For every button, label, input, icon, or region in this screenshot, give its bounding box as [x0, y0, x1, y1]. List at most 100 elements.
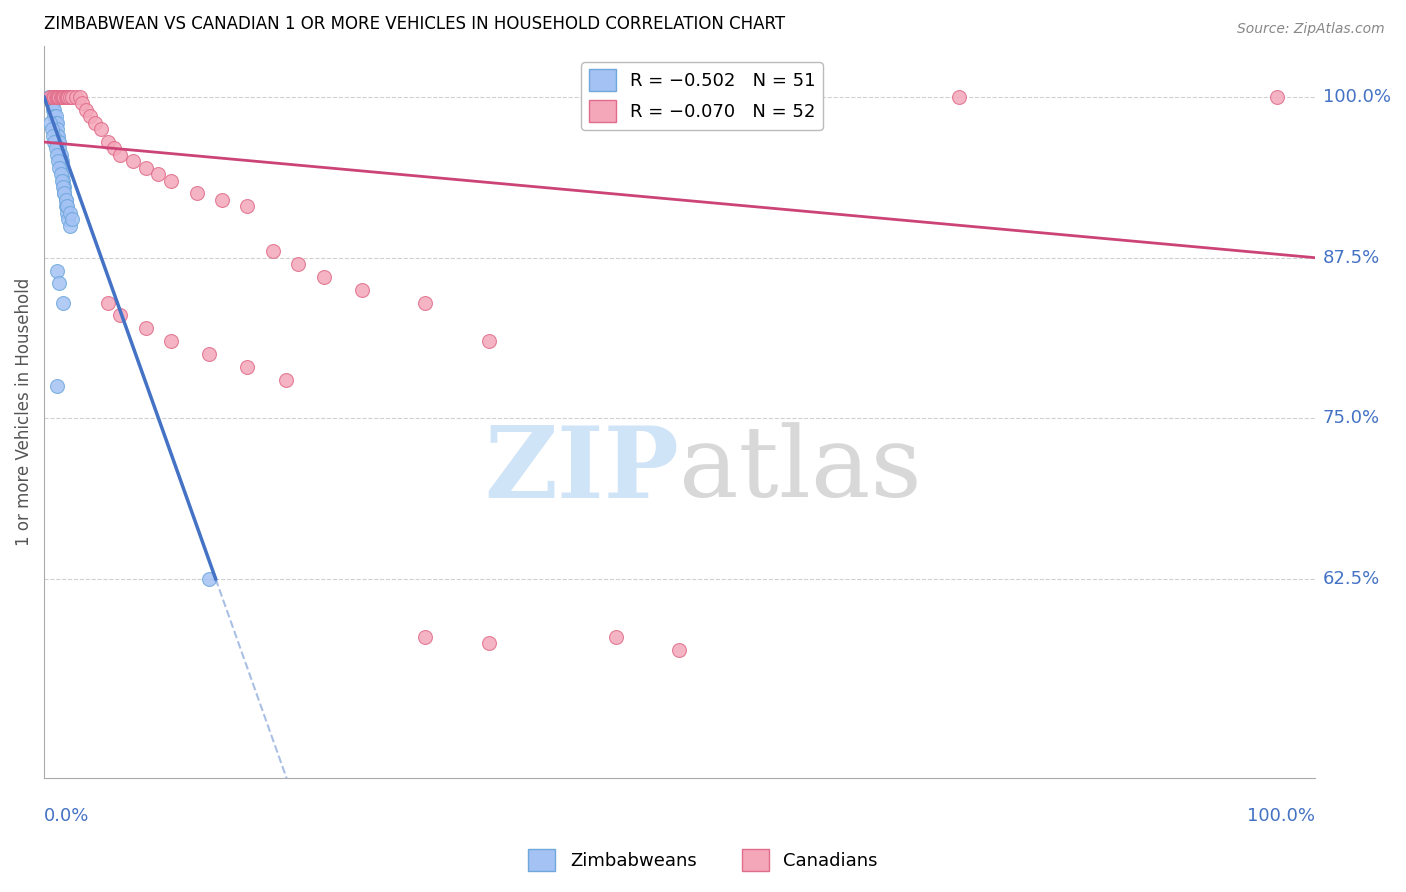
Point: [53, 186, 76, 201]
Point: [41, 90, 63, 104]
Text: 87.5%: 87.5%: [1323, 249, 1381, 267]
Point: [45, 379, 67, 393]
Point: [79, 109, 101, 123]
Point: [65, 90, 87, 104]
Legend: Zimbabweans, Canadians: Zimbabweans, Canadians: [522, 842, 884, 879]
Point: [478, 334, 501, 348]
Point: [55, 193, 77, 207]
Text: 62.5%: 62.5%: [1323, 570, 1381, 588]
Point: [198, 572, 221, 586]
Point: [39, 90, 62, 104]
Point: [58, 90, 80, 104]
Point: [53, 186, 76, 201]
Point: [42, 128, 65, 143]
Point: [48, 277, 70, 291]
Point: [45, 116, 67, 130]
Point: [56, 205, 79, 219]
Point: [274, 373, 297, 387]
Point: [53, 90, 76, 104]
Point: [46, 135, 69, 149]
Point: [55, 90, 77, 104]
Point: [55, 199, 77, 213]
Point: [45, 90, 67, 104]
Point: [1265, 90, 1288, 104]
Point: [186, 186, 208, 201]
Point: [48, 90, 70, 104]
Point: [478, 636, 501, 650]
Legend: R = −0.502   N = 51, R = −0.070   N = 52: R = −0.502 N = 51, R = −0.070 N = 52: [581, 62, 823, 129]
Point: [51, 173, 73, 187]
Point: [236, 359, 259, 374]
Point: [287, 257, 309, 271]
Point: [48, 161, 70, 175]
Point: [45, 122, 67, 136]
Point: [52, 173, 75, 187]
Point: [312, 269, 335, 284]
Point: [46, 90, 69, 104]
Point: [52, 295, 75, 310]
Point: [49, 148, 72, 162]
Point: [45, 90, 67, 104]
Point: [211, 193, 233, 207]
Point: [84, 116, 107, 130]
Point: [110, 309, 132, 323]
Point: [49, 167, 72, 181]
Point: [69, 90, 91, 104]
Text: 0.0%: 0.0%: [44, 807, 90, 825]
Point: [122, 154, 145, 169]
Point: [110, 148, 132, 162]
Point: [46, 154, 69, 169]
Point: [44, 135, 66, 149]
Point: [135, 321, 157, 335]
Text: ZIP: ZIP: [485, 422, 679, 519]
Point: [44, 103, 66, 117]
Point: [668, 642, 690, 657]
Point: [58, 212, 80, 227]
Point: [60, 90, 83, 104]
Point: [46, 128, 69, 143]
Point: [198, 347, 221, 361]
Point: [52, 90, 75, 104]
Point: [58, 90, 80, 104]
Point: [42, 96, 65, 111]
Text: ZIMBABWEAN VS CANADIAN 1 OR MORE VEHICLES IN HOUSEHOLD CORRELATION CHART: ZIMBABWEAN VS CANADIAN 1 OR MORE VEHICLE…: [44, 15, 785, 33]
Point: [58, 205, 80, 219]
Point: [45, 148, 67, 162]
Point: [160, 173, 183, 187]
Point: [350, 283, 373, 297]
Point: [49, 154, 72, 169]
Point: [53, 180, 76, 194]
Point: [45, 141, 67, 155]
Point: [75, 103, 97, 117]
Point: [148, 167, 170, 181]
Text: atlas: atlas: [679, 423, 922, 518]
Point: [45, 128, 67, 143]
Point: [38, 90, 60, 104]
Point: [44, 90, 66, 104]
Point: [41, 122, 63, 136]
Point: [52, 180, 75, 194]
Point: [948, 90, 970, 104]
Point: [58, 219, 80, 233]
Point: [605, 630, 627, 644]
Point: [39, 116, 62, 130]
Point: [39, 90, 62, 104]
Point: [51, 90, 73, 104]
Point: [160, 334, 183, 348]
Text: 100.0%: 100.0%: [1247, 807, 1315, 825]
Point: [103, 141, 125, 155]
Point: [262, 244, 284, 259]
Text: 75.0%: 75.0%: [1323, 409, 1381, 427]
Point: [56, 199, 79, 213]
Point: [42, 103, 65, 117]
Point: [45, 263, 67, 277]
Point: [97, 135, 120, 149]
Point: [44, 109, 66, 123]
Point: [236, 199, 259, 213]
Y-axis label: 1 or more Vehicles in Household: 1 or more Vehicles in Household: [15, 277, 32, 546]
Point: [45, 109, 67, 123]
Point: [41, 96, 63, 111]
Point: [42, 90, 65, 104]
Text: Source: ZipAtlas.com: Source: ZipAtlas.com: [1237, 22, 1385, 37]
Point: [52, 167, 75, 181]
